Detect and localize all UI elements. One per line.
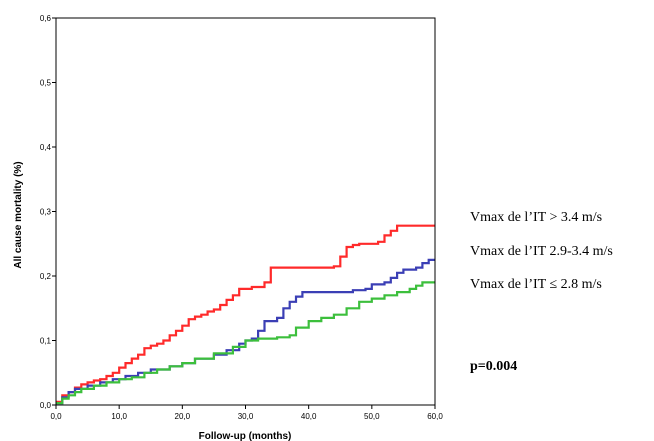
x-tick-label: 20,0	[175, 412, 191, 421]
legend-entry-2: Vmax de l’IT 2.9-3.4 m/s	[470, 244, 613, 259]
series-line-1	[56, 224, 435, 403]
x-axis-title: Follow-up (months)	[199, 431, 292, 441]
y-tick-label: 0,4	[40, 143, 52, 152]
y-tick-label: 0,3	[40, 208, 52, 217]
y-tick-label: 0,0	[40, 401, 52, 410]
y-tick-label: 0,5	[40, 79, 52, 88]
axes: 0,0 0,1 0,2 0,3 0,4 0,5 0,6 0,0 10,0 20,0 30,0 40,0…	[40, 14, 443, 421]
y-axis-title: All cause mortality (%)	[13, 161, 24, 268]
x-tick-label: 50,0	[364, 412, 380, 421]
p-value-annotation: p=0.004	[470, 359, 517, 374]
x-tick-label: 60,0	[427, 412, 443, 421]
legend: Vmax de l’IT > 3.4 m/s Vmax de l’IT 2.9-3…	[470, 210, 613, 292]
y-tick-label: 0,2	[40, 272, 52, 281]
x-tick-label: 40,0	[301, 412, 317, 421]
x-tick-label: 10,0	[111, 412, 127, 421]
y-tick-label: 0,6	[40, 14, 52, 23]
legend-entry-3: Vmax de l’IT ≤ 2.8 m/s	[470, 277, 602, 292]
x-tick-label: 30,0	[238, 412, 254, 421]
x-tick-label: 0,0	[50, 412, 62, 421]
legend-entry-1: Vmax de l’IT > 3.4 m/s	[470, 210, 602, 225]
y-tick-label: 0,1	[40, 337, 52, 346]
plot-area	[56, 224, 435, 405]
series-line-3	[56, 281, 435, 405]
